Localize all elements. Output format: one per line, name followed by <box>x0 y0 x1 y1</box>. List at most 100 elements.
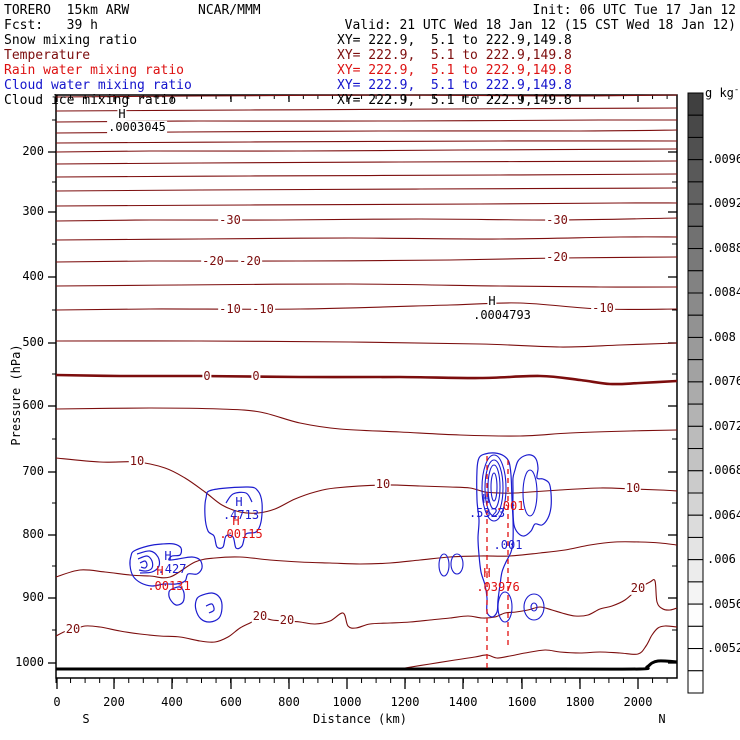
extremum-label: .427 <box>157 561 187 576</box>
temperature-contour-label: 20 <box>629 580 647 595</box>
temperature-contour <box>55 457 678 514</box>
temperature-contour <box>55 283 678 288</box>
temperature-contour-label: -10 <box>251 301 275 316</box>
temperature-contour-label: -30 <box>545 212 569 227</box>
extremum-label: .5323 <box>468 505 506 520</box>
temperature-contour-label: 0 <box>202 368 212 383</box>
x-tick-label: 1800 <box>565 695 595 709</box>
valid-time: Valid: 21 UTC Wed 18 Jan 12 (15 CST Wed … <box>344 18 736 33</box>
temperature-contour-label: -10 <box>591 300 615 315</box>
y-axis-title: Pressure (hPa) <box>9 344 23 446</box>
colorbar-cell <box>687 536 704 561</box>
colorbar-cell <box>687 603 704 627</box>
surface-line <box>56 659 678 671</box>
cloud-water-contour <box>194 592 223 623</box>
extremum-label: .03976 <box>476 579 520 594</box>
colorbar-cell <box>687 425 704 450</box>
colorbar-cell <box>687 314 704 338</box>
cloud-water-contour <box>476 452 514 618</box>
x-tick-label: 1400 <box>448 695 478 709</box>
temperature-contour <box>55 148 678 153</box>
y-tick-label: 800 <box>22 527 44 541</box>
extremum-label: .0004793 <box>472 307 532 322</box>
extremum-label: .001 <box>493 537 523 552</box>
temperature-contour <box>55 140 678 144</box>
cloud-water-contour <box>512 454 552 537</box>
cloud-water-contour <box>137 555 154 572</box>
temperature-contour-label: 10 <box>374 476 392 491</box>
colorbar-tick-label: .006 <box>707 552 736 566</box>
x-tick-label: 2000 <box>623 695 653 709</box>
y-tick-label: 500 <box>22 335 44 349</box>
colorbar-tick-label: .0084 <box>707 285 740 299</box>
cloud-water-contour <box>530 602 538 612</box>
colorbar-cell <box>687 670 704 694</box>
temperature-contour <box>55 541 678 579</box>
colorbar-cell <box>687 403 704 427</box>
temperature-contour <box>55 217 678 222</box>
x-tick-label: 1000 <box>332 695 362 709</box>
temperature-contour <box>55 173 678 178</box>
temperature-contour <box>55 302 678 311</box>
extremum-label: H <box>235 494 243 509</box>
colorbar-tick-label: .0088 <box>707 241 740 255</box>
temperature-contour <box>55 107 678 112</box>
colorbar-tick-label: .0068 <box>707 463 740 477</box>
field-xy-range: XY= 222.9, 5.1 to 222.9,149.8 <box>337 63 572 78</box>
extremum-label: H <box>482 491 490 506</box>
x-tick-label: 1200 <box>390 695 420 709</box>
north-marker: N <box>658 712 666 726</box>
x-tick-label: 600 <box>220 695 242 709</box>
colorbar-cell <box>687 292 704 316</box>
colorbar-cell <box>687 359 704 383</box>
colorbar-tick-label: .008 <box>707 330 736 344</box>
field-xy-range: XY= 222.9, 5.1 to 222.9,149.8 <box>337 93 572 108</box>
extremum-label: H <box>156 563 164 578</box>
x-tick-label: 800 <box>278 695 300 709</box>
cloud-water-contour <box>481 454 507 522</box>
field-label: Rain water mixing ratio <box>4 63 185 78</box>
colorbar-tick-label: .0064 <box>707 508 740 522</box>
temperature-contour <box>55 407 678 437</box>
colorbar-cell <box>687 514 704 538</box>
cloud-water-contour <box>438 553 450 577</box>
temperature-contour-label: 20 <box>251 608 269 623</box>
colorbar-tick-label: .0072 <box>707 419 740 433</box>
colorbar-cell <box>687 448 704 472</box>
field-label: Cloud ice mixing ratio <box>4 93 177 108</box>
temperature-contour <box>404 625 678 669</box>
temperature-contour <box>55 256 678 263</box>
temperature-contour <box>55 373 678 386</box>
init-time: Init: 06 UTC Tue 17 Jan 12 <box>532 3 737 18</box>
temperature-contour <box>55 236 678 241</box>
temperature-contour-label: 20 <box>64 621 82 636</box>
colorbar-cell <box>687 225 704 250</box>
cloud-water-contour <box>204 486 263 550</box>
x-tick-label: 0 <box>53 695 61 709</box>
extremum-label: .4713 <box>222 507 260 522</box>
colorbar-cell <box>687 114 704 138</box>
colorbar-cell <box>687 648 704 672</box>
temperature-contour-label: -30 <box>218 212 242 227</box>
colorbar-cell <box>687 136 704 161</box>
cloud-water-contour <box>136 550 161 574</box>
field-label: Cloud water mixing ratio <box>4 78 192 93</box>
y-tick-label: 600 <box>22 398 44 412</box>
field-label: Snow mixing ratio <box>4 33 138 48</box>
temperature-contour <box>55 160 678 165</box>
temperature-contour-label: 20 <box>278 612 296 627</box>
temperature-contour-label: 10 <box>624 480 642 495</box>
field-xy-range: XY= 222.9, 5.1 to 222.9,149.8 <box>337 33 572 48</box>
model-title: TORERO 15km ARW <box>4 3 130 18</box>
extremum-label: .00115 <box>219 526 263 541</box>
colorbar-tick-label: .0096 <box>707 152 740 166</box>
org-label: NCAR/MMM <box>198 3 261 18</box>
y-tick-label: 400 <box>22 269 44 283</box>
temperature-contour <box>55 202 678 207</box>
cloud-water-contour <box>497 591 513 623</box>
x-axis-title: Distance (km) <box>313 712 407 726</box>
y-tick-label: 1000 <box>15 655 44 669</box>
y-tick-label: 900 <box>22 590 44 604</box>
colorbar-cell <box>687 581 704 605</box>
colorbar-cell <box>687 492 704 516</box>
